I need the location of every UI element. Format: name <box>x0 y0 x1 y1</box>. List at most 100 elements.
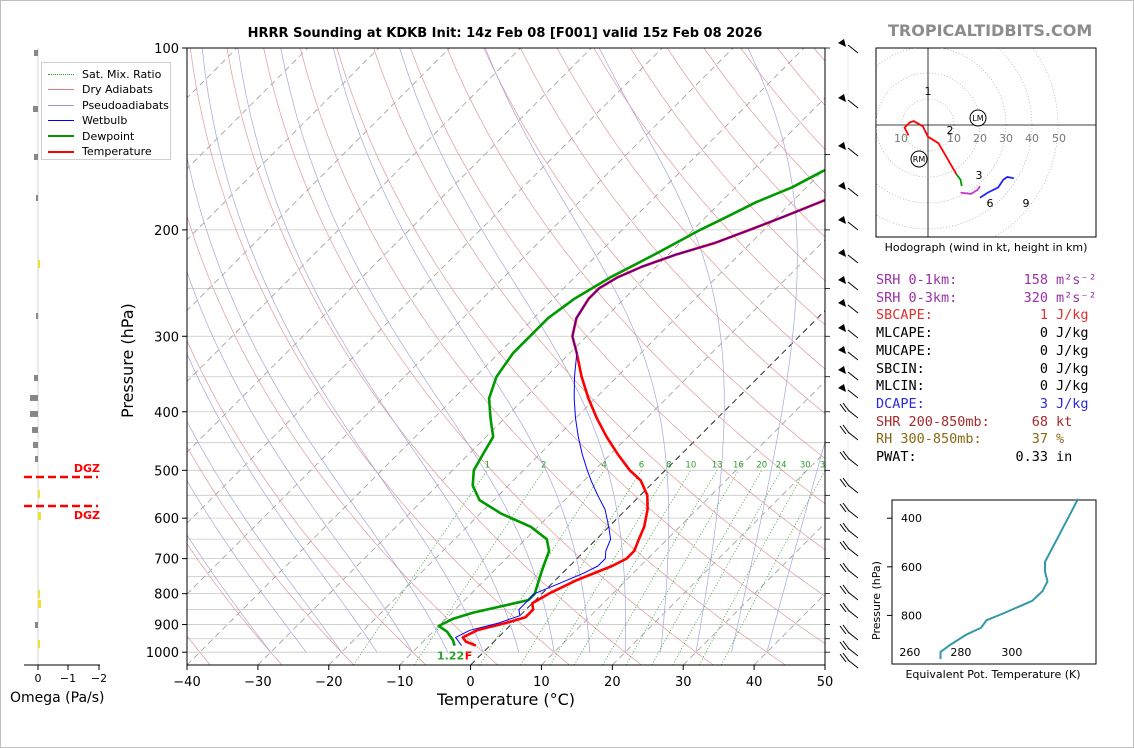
brand-watermark: TROPICALTIDBITS.COM <box>888 21 1093 40</box>
barb-staff <box>847 457 859 467</box>
barb-staff <box>847 147 859 157</box>
x-tick-label: 0 <box>466 675 474 690</box>
y-axis-label: Pressure (hPa) <box>118 303 137 418</box>
mixing-ratio-line <box>720 470 825 665</box>
barb-staff <box>847 529 859 539</box>
hodo-ring-label: 10 <box>894 132 908 145</box>
legend-swatch <box>48 89 74 90</box>
left-mover-marker <box>969 109 987 127</box>
mixing-ratio-label: 10 <box>685 460 696 470</box>
legend-label: Wetbulb <box>82 114 128 127</box>
barb-staff <box>847 547 859 557</box>
wind-barb <box>838 249 859 264</box>
theta-x-tick-label: 300 <box>1001 646 1022 659</box>
dry-adiabat <box>446 48 825 505</box>
isotherm-line <box>187 48 805 665</box>
omega-bar <box>34 375 38 381</box>
pseudoadiabat <box>187 270 413 653</box>
param-key: SRH 0-3km: <box>876 289 958 306</box>
barb-staff <box>847 281 859 291</box>
dry-adiabat <box>520 48 825 414</box>
barb-flag <box>842 584 850 594</box>
theta-x-tick-label: 260 <box>899 646 920 659</box>
hodo-trace <box>903 120 958 175</box>
hodograph-frame <box>875 47 1097 238</box>
pseudoadiabat <box>399 48 626 653</box>
param-row: DCAPE: 3 J/kg <box>876 396 1097 414</box>
hodograph-area: 10 10 20 30 40 50 1 2 3 6 9 LM RM <box>876 48 1096 237</box>
param-unit: J/kg <box>1056 395 1089 412</box>
y-tick-label: 300 <box>154 330 179 345</box>
isotherm-line <box>187 48 734 595</box>
mixing-ratio-label: 1 <box>485 460 490 470</box>
barb-staff <box>847 99 859 109</box>
mixing-ratio-label: 24 <box>776 460 787 470</box>
barb-flag <box>839 451 847 461</box>
mixing-ratio-line <box>413 470 545 665</box>
barb-staff <box>847 221 859 231</box>
y-tick-label: 100 <box>154 42 179 57</box>
omega-bar <box>33 106 38 112</box>
barb-pennant <box>838 142 846 150</box>
mixing-ratio-label: 2 <box>541 460 546 470</box>
x-tick-label: −10 <box>386 675 413 690</box>
wind-barb <box>839 562 859 579</box>
dry-adiabat <box>263 48 714 665</box>
surface-label-f: F <box>465 650 473 663</box>
omega-tick-label: −2 <box>91 672 107 685</box>
mixing-ratio-line <box>625 470 739 665</box>
param-row: SBCIN: 0 J/kg <box>876 361 1097 379</box>
barb-pennant <box>838 366 846 374</box>
barb-staff <box>847 44 859 54</box>
wind-barb <box>839 424 859 441</box>
omega-bar <box>35 622 38 628</box>
wind-barb <box>839 602 859 619</box>
theta-e-caption: Equivalent Pot. Temperature (K) <box>905 668 1081 681</box>
barb-flag <box>842 640 850 650</box>
wind-barb <box>839 522 859 539</box>
y-tick-label: 200 <box>154 224 179 239</box>
hodo-height-label: 3 <box>976 169 983 182</box>
param-unit: J/kg <box>1056 307 1089 324</box>
barb-staff <box>847 591 859 601</box>
hodo-ring-label: 20 <box>973 132 987 145</box>
barb-pennant <box>838 346 846 354</box>
dry-adiabat <box>187 446 355 665</box>
param-unit: J/kg <box>1056 325 1089 342</box>
right-mover-marker <box>910 150 928 168</box>
barb-staff <box>847 609 859 619</box>
pseudoadiabat <box>187 420 342 653</box>
omega-bar <box>32 427 38 433</box>
hodo-ring-label: 40 <box>1025 132 1039 145</box>
barb-flag <box>839 478 847 488</box>
mixing-ratio-line <box>573 470 692 665</box>
x-axis-label: Temperature (°C) <box>436 690 576 709</box>
param-key: RH 300-850mb: <box>876 431 982 448</box>
barb-flag <box>839 541 847 551</box>
hodo-height-label: 9 <box>1023 197 1030 210</box>
parameter-table: SRH 0-1km: 158 m²s⁻² SRH 0-3km: 320 m²s⁻² SBCA… <box>876 272 1097 467</box>
dgz-top-label: DGZ <box>74 462 100 475</box>
barb-staff <box>847 304 859 314</box>
isotherm-line <box>612 451 825 665</box>
param-row: SRH 0-3km: 320 m²s⁻² <box>876 290 1097 308</box>
param-row: SRH 0-1km: 158 m²s⁻² <box>876 272 1097 290</box>
wind-barb <box>838 324 859 339</box>
hodo-ring-label: 50 <box>1052 132 1066 145</box>
omega-bar <box>36 313 38 319</box>
profile-dewpoint <box>437 168 825 646</box>
barb-staff <box>847 254 859 264</box>
param-unit: m²s⁻² <box>1056 289 1097 306</box>
param-unit: % <box>1056 431 1065 448</box>
y-tick-label: 900 <box>154 619 179 634</box>
profile-temperature <box>461 198 825 647</box>
param-row: SHR 200-850mb: 68 kt <box>876 414 1097 432</box>
dry-adiabat <box>556 48 825 370</box>
param-row: SBCAPE: 1 J/kg <box>876 307 1097 325</box>
legend-swatch <box>48 120 74 121</box>
wind-barb <box>838 366 859 381</box>
param-row: PWAT: 0.33 in <box>876 449 1097 467</box>
wind-barb <box>838 94 859 109</box>
param-key: MLCAPE: <box>876 325 933 342</box>
barb-flag <box>842 522 850 532</box>
